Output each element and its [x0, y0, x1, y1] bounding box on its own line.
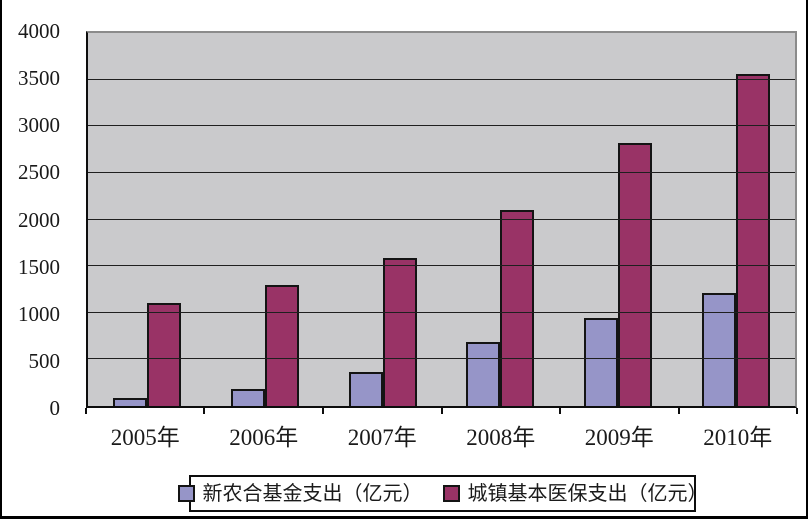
gridline	[88, 218, 795, 220]
y-tick-label: 500	[28, 348, 61, 373]
bar	[466, 342, 501, 406]
x-category-label: 2008年	[466, 425, 536, 450]
legend-label-series1: 新农合基金支出（亿元）	[202, 482, 423, 505]
legend-label-series2: 城镇基本医保支出（亿元）	[467, 482, 708, 505]
x-axis-ticks	[85, 408, 798, 415]
bar	[618, 143, 653, 406]
y-tick-label: 2000	[18, 207, 60, 232]
bar	[500, 209, 535, 406]
bar	[230, 389, 265, 406]
x-tick	[558, 408, 561, 414]
x-tick	[203, 408, 206, 414]
bar-group	[677, 33, 795, 406]
y-tick-label: 3500	[18, 66, 60, 91]
y-tick-label: 0	[49, 396, 61, 420]
legend-entry-series2: 城镇基本医保支出（亿元）	[442, 482, 708, 505]
x-category-label: 2009年	[584, 425, 654, 450]
legend-marker-series1-icon	[177, 485, 195, 502]
bar	[382, 258, 417, 406]
x-category-label: 2006年	[229, 425, 299, 450]
x-tick	[440, 408, 443, 414]
x-axis: 2005年 2006年 2007年 2008年 2009年 2010年	[86, 424, 797, 454]
y-tick-label: 4000	[18, 19, 60, 43]
gridline	[88, 171, 795, 173]
x-category-label: 2007年	[347, 425, 417, 450]
x-tick	[677, 408, 680, 414]
bar-group	[324, 33, 442, 406]
x-tick	[321, 408, 324, 414]
bar	[348, 371, 383, 406]
y-tick-label: 2500	[18, 160, 60, 185]
bar	[584, 317, 619, 406]
bar	[264, 284, 299, 406]
gridline	[88, 358, 795, 360]
bar-group	[88, 33, 206, 406]
y-tick-label: 3000	[18, 113, 60, 138]
legend-entry-series1: 新农合基金支出（亿元）	[177, 482, 423, 505]
bar-groups	[88, 33, 795, 406]
bar-group	[559, 33, 677, 406]
bar	[146, 303, 181, 406]
bar-group	[441, 33, 559, 406]
y-axis: 0 500 1000 1500 2000 2500 3000 3500 4000	[2, 20, 61, 419]
bar	[112, 398, 147, 406]
bar-group	[206, 33, 324, 406]
x-category-label: 2010年	[703, 425, 773, 450]
bar	[736, 74, 771, 406]
legend: 新农合基金支出（亿元） 城镇基本医保支出（亿元）	[177, 475, 708, 512]
gridline	[88, 78, 795, 80]
x-tick	[796, 408, 798, 414]
y-tick-label: 1500	[18, 254, 60, 279]
gridline	[88, 265, 795, 267]
gridline	[88, 125, 795, 127]
x-tick	[85, 408, 87, 414]
x-category-label: 2005年	[110, 425, 180, 450]
gridline	[88, 311, 795, 313]
legend-marker-series2-icon	[442, 485, 460, 502]
plot-area	[86, 31, 797, 408]
y-tick-label: 1000	[18, 301, 60, 326]
bar	[702, 293, 737, 406]
